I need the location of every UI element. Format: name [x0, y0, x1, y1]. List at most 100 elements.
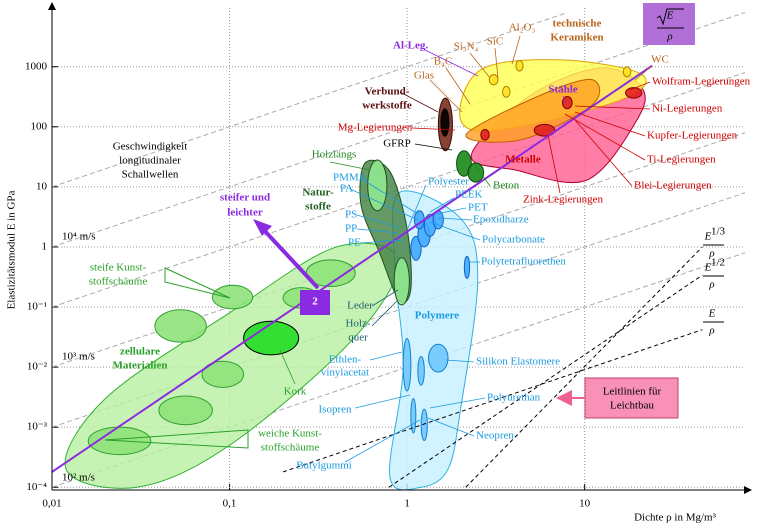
- index-den: ρ: [666, 31, 672, 43]
- material-bubble: [420, 408, 428, 442]
- material-bubble: [243, 320, 300, 356]
- annotation: SiC: [487, 36, 504, 48]
- y-tick-label: 100: [31, 120, 48, 132]
- material-bubble: [467, 162, 485, 183]
- material-bubble: [211, 284, 254, 310]
- guide-line: [282, 329, 703, 473]
- annotation: Ni-Legierungen: [652, 103, 723, 115]
- annotation: 10² m/s: [62, 472, 95, 484]
- material-bubble: [515, 59, 524, 72]
- leader-line: [359, 239, 405, 244]
- annotation: steife Kunst-: [90, 262, 147, 274]
- material-bubble: [417, 356, 425, 386]
- leader-line: [371, 299, 399, 327]
- material-bubble: [488, 74, 499, 86]
- annotation: GFRP: [383, 138, 411, 150]
- leader-line: [547, 134, 561, 194]
- y-tick-label: 10⁻³: [27, 421, 48, 433]
- annotation: PEEK: [455, 189, 483, 201]
- annotation: Blei-Legierungen: [634, 180, 712, 192]
- leader-line: [564, 113, 646, 161]
- leader-line: [429, 397, 486, 409]
- guide-line: [465, 246, 703, 488]
- annotation: weiche Kunst-: [258, 428, 322, 440]
- leader-line: [634, 65, 653, 81]
- annotation: Verbund-: [365, 86, 410, 98]
- index-box: [643, 3, 695, 45]
- leader-line: [511, 35, 521, 65]
- annotation: longitudinaler: [119, 155, 181, 167]
- annotation: Materialien: [113, 360, 168, 372]
- leader-line: [356, 214, 401, 229]
- leader-line: [574, 105, 651, 110]
- sound-speed-line: [52, 12, 745, 248]
- leader-line: [435, 207, 467, 215]
- annotation: Neopren: [476, 430, 514, 442]
- material-bubble: [410, 235, 422, 261]
- leader-line: [437, 217, 473, 221]
- plot-area: [52, 12, 745, 490]
- y-tick-label: 1: [42, 240, 48, 252]
- material-bubble: [428, 343, 449, 373]
- leader-line: [469, 52, 491, 79]
- guide-label-exp: 1/3: [711, 226, 726, 238]
- material-bubble: [440, 108, 450, 137]
- leader-line: [359, 177, 419, 215]
- leader-line: [429, 221, 481, 241]
- guide-line: [388, 274, 703, 488]
- guide-box: [584, 377, 679, 419]
- material-bubble: [158, 395, 213, 426]
- annotation: Leder: [347, 300, 373, 312]
- leader-line: [349, 188, 419, 221]
- annotation: Beton: [493, 180, 520, 192]
- y-axis-label: Elastizitätsmodul E in GPa: [6, 190, 18, 309]
- y-tick-label: 10⁻¹: [27, 301, 47, 313]
- sound-speed-line: [52, 12, 568, 188]
- decorations: [48, 2, 752, 494]
- annotation: Polyester: [428, 176, 469, 188]
- annotation: Holz-: [345, 318, 370, 330]
- leader-line: [474, 164, 491, 187]
- x-axis-label: Dichte ρ in Mg/m³: [634, 512, 717, 524]
- material-bubble: [367, 159, 388, 212]
- annotation: 2: [312, 296, 318, 308]
- annotation: quer: [348, 332, 368, 344]
- x-tick-label: 0,1: [223, 498, 237, 510]
- annotation: vinylacetat: [321, 367, 369, 379]
- guide-label-num: E: [704, 262, 712, 274]
- root-sign: [656, 8, 684, 26]
- annotation: Ti-Legierungen: [647, 154, 716, 166]
- annotation: Holzlängs: [312, 149, 357, 161]
- material-bubble: [201, 360, 245, 388]
- annotation: zellulare: [120, 346, 160, 358]
- material-bubble: [480, 129, 490, 141]
- annotation: Zink-Legierungen: [523, 194, 604, 206]
- annotation: PP: [345, 223, 357, 235]
- annotation: Epoxidharze: [473, 214, 529, 226]
- annotation: Keramiken: [550, 32, 603, 44]
- annotation: stoffe: [305, 201, 331, 213]
- x-tick-label: 0,01: [42, 498, 61, 510]
- annotation: B₄C: [434, 56, 453, 68]
- y-tick-label: 10: [36, 180, 48, 192]
- material-bubble: [154, 309, 207, 343]
- leader-line: [329, 161, 371, 171]
- annotation: technische: [553, 18, 602, 30]
- annotation: Metalle: [505, 154, 541, 166]
- annotation: Kork: [284, 386, 307, 398]
- annotation: Wolfram-Legierungen: [652, 76, 751, 88]
- leader-line: [574, 111, 646, 137]
- annotation: Geschwindigkeit: [113, 141, 188, 153]
- leader-line: [445, 359, 475, 363]
- annotation: PMMA: [333, 172, 367, 184]
- annotation: Polytetrafluorethen: [481, 256, 566, 268]
- y-tick-label: 10⁻⁴: [26, 481, 47, 493]
- annotation: PET: [468, 202, 488, 214]
- material-bubble: [393, 257, 410, 306]
- leader-line: [562, 95, 567, 105]
- leader-line: [356, 228, 399, 234]
- leader-line: [414, 143, 453, 151]
- guide-label-exp: 1/2: [711, 257, 725, 269]
- y-tick-label: 1000: [25, 60, 48, 72]
